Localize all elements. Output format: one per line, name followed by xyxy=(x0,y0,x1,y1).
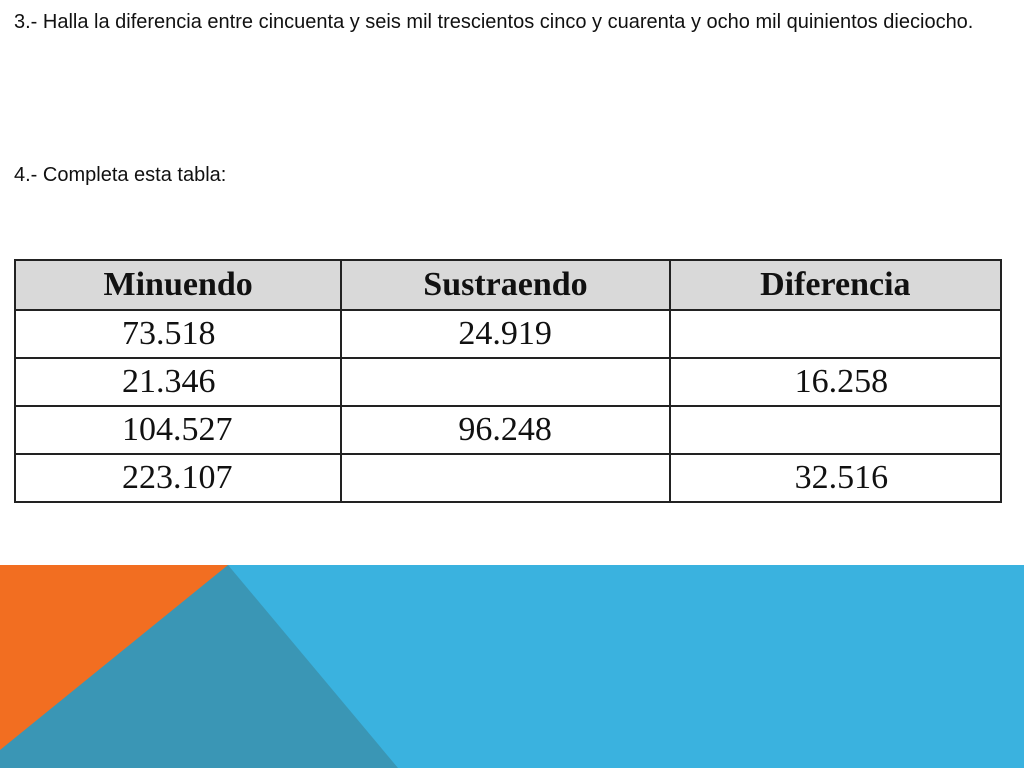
cell-diferencia: 32.516 xyxy=(668,453,1003,503)
cell-diferencia xyxy=(668,309,1003,359)
cell-diferencia xyxy=(668,405,1003,455)
table-row: 21.346 16.258 xyxy=(13,357,1003,407)
table-row: 104.527 96.248 xyxy=(13,405,1003,455)
cell-minuendo: 104.527 xyxy=(13,405,343,455)
decorative-footer-shapes xyxy=(0,565,1024,768)
cell-sustraendo xyxy=(340,357,671,407)
cell-minuendo: 223.107 xyxy=(13,453,343,503)
table-row: 73.518 24.919 xyxy=(13,309,1003,359)
cell-minuendo: 21.346 xyxy=(13,357,343,407)
table-row: 223.107 32.516 xyxy=(13,453,1003,503)
subtraction-table: Minuendo Sustraendo Diferencia 73.518 24… xyxy=(13,259,1003,503)
cell-minuendo: 73.518 xyxy=(13,309,343,359)
question-3-text: 3.- Halla la diferencia entre cincuenta … xyxy=(14,11,974,33)
header-minuendo: Minuendo xyxy=(13,259,343,311)
header-sustraendo: Sustraendo xyxy=(340,259,671,311)
cell-sustraendo: 24.919 xyxy=(340,309,671,359)
orange-triangle xyxy=(0,565,228,750)
header-diferencia: Diferencia xyxy=(668,259,1003,311)
table-header-row: Minuendo Sustraendo Diferencia xyxy=(13,259,1003,311)
question-4-text: 4.- Completa esta tabla: xyxy=(14,164,227,186)
cell-sustraendo: 96.248 xyxy=(340,405,671,455)
cell-diferencia: 16.258 xyxy=(668,357,1003,407)
cell-sustraendo xyxy=(340,453,671,503)
